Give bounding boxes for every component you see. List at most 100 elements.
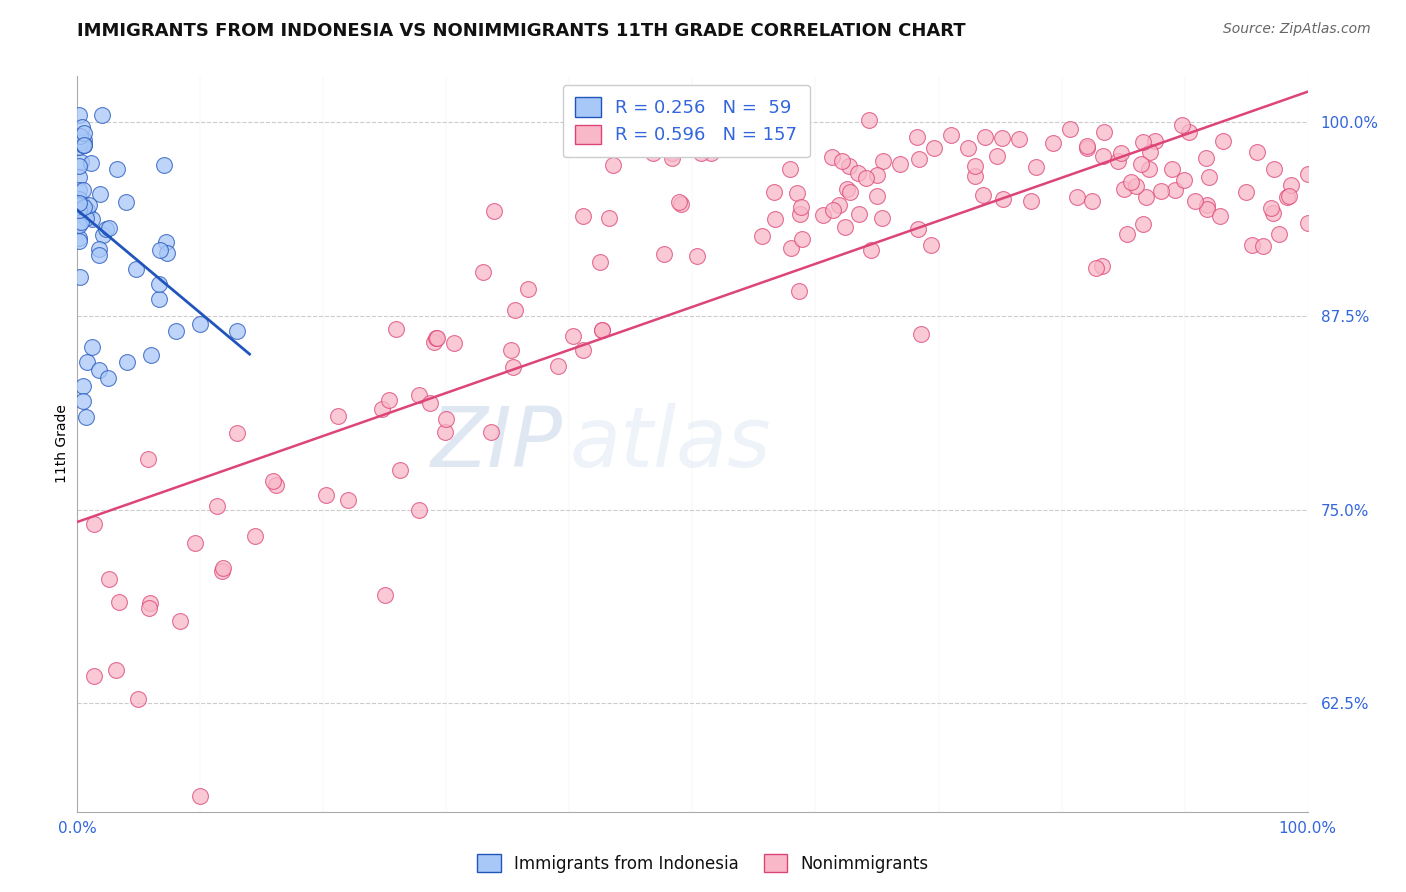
- Point: [855, 170, 877, 185]
- Point: [763, 185, 786, 199]
- Point: [834, 219, 856, 234]
- Point: [75, 409, 97, 424]
- Point: [789, 201, 811, 215]
- Point: [1019, 194, 1042, 208]
- Point: [1260, 201, 1282, 215]
- Point: [591, 323, 613, 337]
- Point: [67, 218, 90, 232]
- Point: [1137, 162, 1160, 177]
- Point: [479, 425, 502, 439]
- Point: [957, 141, 980, 155]
- Point: [1178, 125, 1201, 139]
- Point: [1263, 161, 1285, 176]
- Point: [315, 488, 337, 502]
- Point: [790, 232, 813, 246]
- Point: [184, 536, 207, 550]
- Point: [1195, 202, 1218, 217]
- Point: [72, 394, 94, 409]
- Point: [262, 474, 284, 488]
- Point: [72, 137, 94, 152]
- Text: atlas: atlas: [569, 403, 770, 484]
- Point: [77, 198, 100, 212]
- Point: [1143, 134, 1166, 148]
- Point: [188, 317, 212, 331]
- Point: [1092, 149, 1115, 163]
- Point: [89, 363, 111, 377]
- Point: [1109, 146, 1132, 161]
- Y-axis label: 11th Grade: 11th Grade: [55, 404, 69, 483]
- Point: [188, 789, 212, 804]
- Point: [1278, 189, 1301, 203]
- Point: [1139, 145, 1161, 159]
- Point: [866, 168, 889, 182]
- Point: [108, 595, 131, 609]
- Point: [67, 231, 90, 245]
- Point: [67, 234, 90, 248]
- Point: [266, 478, 288, 492]
- Point: [1008, 132, 1031, 146]
- Point: [472, 265, 495, 279]
- Point: [75, 211, 97, 226]
- Point: [484, 204, 506, 219]
- Point: [149, 243, 172, 257]
- Point: [156, 246, 179, 260]
- Point: [67, 107, 90, 121]
- Point: [148, 277, 170, 291]
- Point: [67, 140, 90, 154]
- Point: [602, 158, 624, 172]
- Point: [408, 502, 430, 516]
- Point: [408, 388, 430, 402]
- Point: [70, 197, 93, 211]
- Text: IMMIGRANTS FROM INDONESIA VS NONIMMIGRANTS 11TH GRADE CORRELATION CHART: IMMIGRANTS FROM INDONESIA VS NONIMMIGRAN…: [77, 22, 966, 40]
- Point: [245, 529, 267, 543]
- Point: [1261, 206, 1284, 220]
- Point: [89, 187, 111, 202]
- Point: [141, 348, 163, 362]
- Point: [67, 204, 90, 219]
- Point: [138, 600, 160, 615]
- Point: [1296, 216, 1319, 230]
- Point: [866, 189, 889, 203]
- Point: [860, 243, 883, 257]
- Point: [69, 154, 91, 169]
- Point: [72, 183, 94, 197]
- Point: [571, 343, 593, 357]
- Point: [689, 146, 711, 161]
- Point: [1267, 227, 1289, 242]
- Point: [1198, 169, 1220, 184]
- Point: [668, 194, 690, 209]
- Point: [872, 153, 894, 168]
- Point: [1246, 145, 1268, 159]
- Point: [1092, 125, 1115, 139]
- Point: [598, 211, 620, 225]
- Point: [211, 561, 233, 575]
- Text: ZIP: ZIP: [432, 403, 564, 484]
- Point: [125, 262, 148, 277]
- Point: [1132, 136, 1154, 150]
- Point: [821, 202, 844, 217]
- Point: [436, 411, 458, 425]
- Point: [371, 401, 394, 416]
- Point: [211, 564, 233, 578]
- Point: [839, 185, 862, 199]
- Point: [1121, 175, 1143, 189]
- Point: [1160, 161, 1182, 176]
- Point: [425, 331, 447, 345]
- Point: [76, 203, 98, 218]
- Point: [82, 340, 104, 354]
- Point: [846, 166, 869, 180]
- Point: [503, 303, 526, 318]
- Point: [152, 158, 174, 172]
- Point: [73, 200, 96, 214]
- Point: [811, 208, 834, 222]
- Point: [1277, 190, 1299, 204]
- Point: [1135, 189, 1157, 203]
- Point: [67, 196, 90, 211]
- Point: [1042, 136, 1064, 150]
- Point: [589, 255, 612, 269]
- Point: [98, 572, 121, 586]
- Point: [991, 192, 1014, 206]
- Point: [89, 242, 111, 256]
- Point: [91, 228, 114, 243]
- Point: [922, 141, 945, 155]
